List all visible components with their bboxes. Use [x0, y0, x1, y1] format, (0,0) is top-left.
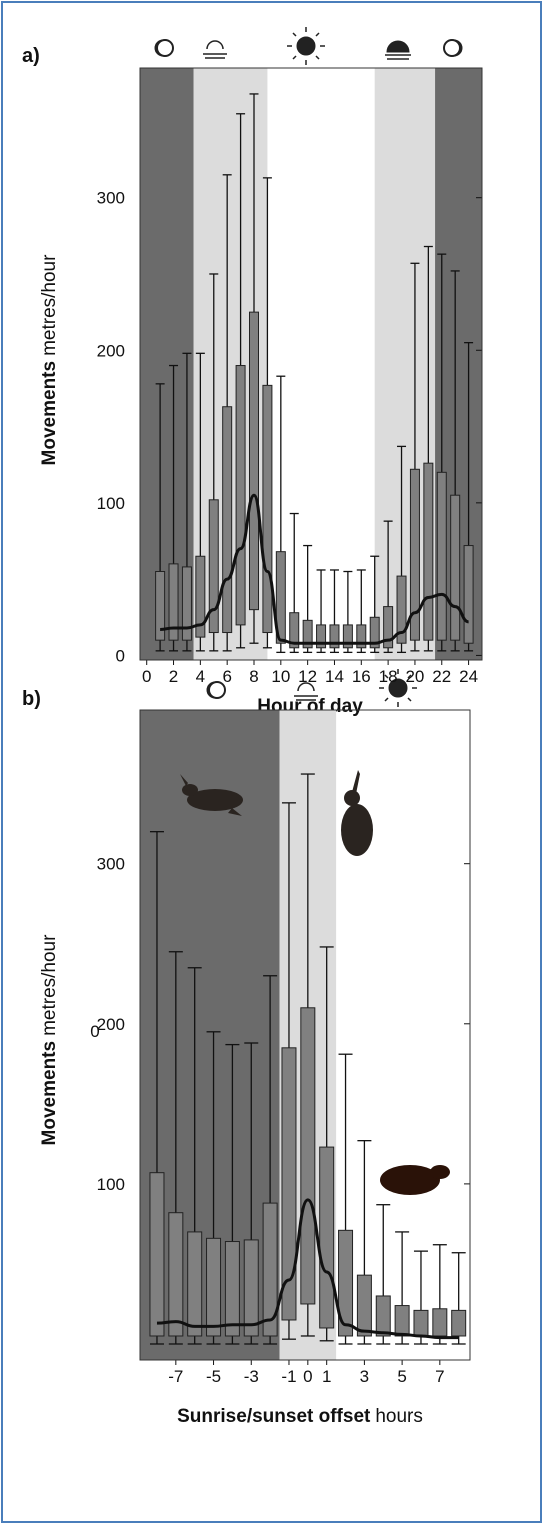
box — [181, 566, 192, 641]
x-tick-label: 8 — [249, 667, 258, 686]
x-tick-label: 18 — [379, 667, 398, 686]
y-axis-title-bold: Movements — [39, 361, 60, 466]
box — [235, 365, 246, 626]
x-tick-label: 5 — [397, 1367, 406, 1386]
box — [168, 1212, 184, 1337]
y-tick-label: 200 — [97, 1015, 125, 1034]
box — [316, 624, 327, 649]
box — [155, 571, 166, 641]
mean-line — [160, 493, 469, 645]
box — [329, 624, 340, 649]
rabbit-running — [180, 774, 243, 816]
icons-b — [206, 669, 417, 707]
box — [356, 624, 367, 649]
y-tick-label: 0 — [116, 646, 125, 665]
box — [206, 1237, 222, 1337]
box — [224, 1241, 240, 1337]
x-tick-label: 0 — [303, 1367, 312, 1386]
x-tick-label: 20 — [405, 667, 424, 686]
box — [275, 551, 286, 644]
box — [300, 1007, 316, 1305]
box — [463, 545, 474, 644]
box — [243, 1239, 259, 1337]
x-tick-label: 10 — [271, 667, 290, 686]
box — [168, 563, 179, 641]
box — [451, 1309, 467, 1337]
y-axis-title: Movements metres/hour — [39, 934, 60, 1146]
panel-label: b) — [22, 688, 41, 710]
mean-line — [156, 1198, 459, 1340]
shade-band — [140, 68, 194, 660]
y-axis-title: Movements metres/hour — [39, 254, 60, 466]
y-tick-label: 100 — [97, 1175, 125, 1194]
box — [208, 499, 219, 634]
box — [356, 1274, 372, 1337]
box — [409, 468, 420, 641]
box — [281, 1047, 297, 1321]
box — [338, 1229, 354, 1337]
box — [319, 1146, 335, 1329]
y-tick-label: 200 — [97, 341, 125, 360]
x-tick-label: 2 — [169, 667, 178, 686]
x-tick-label: 16 — [352, 667, 371, 686]
x-tick-label: 0 — [142, 667, 151, 686]
plot-frame — [139, 709, 471, 1361]
rabbit-resting — [380, 1165, 450, 1195]
x-tick-label: -1 — [281, 1367, 296, 1386]
x-tick-label: -5 — [206, 1367, 221, 1386]
x-tick-label: 14 — [325, 667, 344, 686]
box — [187, 1231, 203, 1337]
x-tick-label: 6 — [222, 667, 231, 686]
y-axis-title-unit: metres/hour — [39, 934, 60, 1036]
icons-a — [154, 27, 463, 65]
y-tick-label: 300 — [97, 855, 125, 874]
box — [222, 406, 233, 634]
box — [394, 1305, 410, 1337]
x-tick-label: 24 — [459, 667, 478, 686]
box — [149, 1172, 165, 1337]
box — [436, 471, 447, 641]
box — [195, 555, 206, 638]
rabbit-sitting — [341, 770, 373, 856]
x-tick-label: -7 — [168, 1367, 183, 1386]
box — [342, 624, 353, 649]
box — [450, 494, 461, 641]
y-tick-label: 300 — [97, 189, 125, 208]
box — [249, 311, 259, 611]
box — [413, 1309, 429, 1337]
annotation: 0 — [90, 1022, 99, 1041]
y-axis-title-unit: metres/hour — [39, 254, 60, 356]
x-tick-label: 7 — [435, 1367, 444, 1386]
x-axis-title: Sunrise/sunset offset hours — [177, 1406, 423, 1427]
box — [369, 616, 380, 649]
x-axis-title-bold: Sunrise/sunset offset — [177, 1406, 371, 1427]
box — [423, 462, 434, 641]
box — [396, 575, 407, 644]
y-tick-label: 100 — [97, 494, 125, 513]
plot-frame — [139, 67, 483, 661]
box — [383, 606, 394, 649]
y-axis-title-bold: Movements — [39, 1041, 60, 1146]
x-tick-label: 1 — [322, 1367, 331, 1386]
box — [432, 1308, 448, 1337]
panel-label: a) — [22, 45, 40, 67]
x-tick-label: 3 — [360, 1367, 369, 1386]
box — [262, 1202, 278, 1337]
x-tick-label: 4 — [196, 667, 205, 686]
box — [302, 619, 313, 649]
x-axis-title-unit: hours — [375, 1406, 423, 1427]
box — [262, 384, 273, 634]
x-tick-label: 12 — [298, 667, 317, 686]
x-tick-label: 22 — [432, 667, 451, 686]
box — [289, 612, 300, 649]
box — [375, 1295, 391, 1337]
x-tick-label: -3 — [244, 1367, 259, 1386]
